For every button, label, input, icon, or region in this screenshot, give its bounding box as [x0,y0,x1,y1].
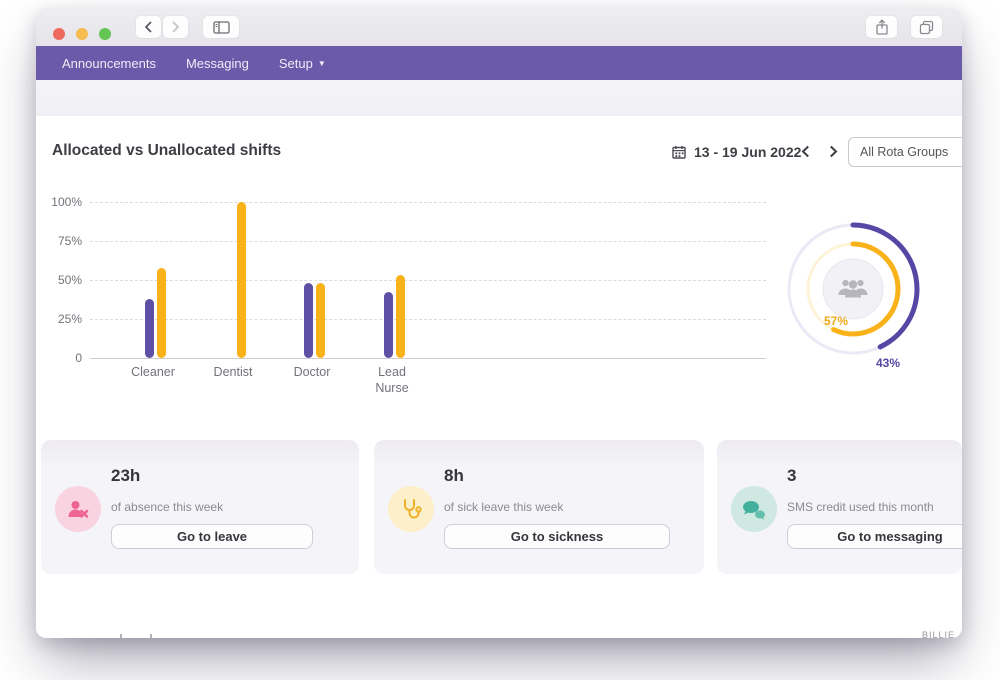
sms-value: 3 [787,466,797,485]
minimize-window-button[interactable] [76,28,88,40]
bar-purple-cleaner [145,298,154,358]
y-axis-tick-label: 25% [57,312,82,326]
bar-yellow-dentist [237,202,246,358]
subnav-strip [36,80,962,116]
rota-groups-select[interactable]: All Rota Groups [848,137,962,167]
rota-groups-value: All Rota Groups [860,145,949,159]
absence-label: of absence this week [111,500,224,514]
sms-card: 3 SMS credit used this month Go to messa… [717,440,962,574]
bar-purple-lead-nurse [384,292,393,358]
users-icon [838,279,868,298]
stethoscope-icon [388,486,434,532]
back-button[interactable] [136,16,161,38]
category-label: Doctor [293,365,331,379]
absence-card: 23h of absence this week Go to leave [41,440,359,574]
y-axis-tick-label: 50% [57,273,82,287]
page-title: Allocated vs Unallocated shifts [52,142,282,159]
allocation-donut-chart [786,222,920,356]
bar-yellow-cleaner [157,267,166,358]
sickness-value: 8h [444,466,464,485]
chevron-right-icon [172,21,180,33]
nav-item-messaging[interactable]: Messaging [186,56,249,71]
forward-button[interactable] [163,16,188,38]
gridline [90,202,766,203]
gridline [90,358,766,359]
donut-center-circle [822,258,884,320]
sickness-card: 8h of sick leave this week Go to sicknes… [374,440,704,574]
main-navbar: Announcements Messaging Setup ▼ [36,46,962,80]
donut-purple-label: 43% [875,356,901,370]
go-to-sickness-button[interactable]: Go to sickness [444,524,670,549]
bar-yellow-doctor [316,283,325,358]
y-axis-tick-label: 75% [57,234,82,248]
chevron-left-icon [801,145,809,157]
y-axis-tick-label: 100% [51,195,82,209]
y-axis-tick-label: 0 [75,351,82,365]
go-to-messaging-button[interactable]: Go to messaging [787,524,962,549]
clipped-footer-fragment [150,634,152,638]
next-week-button[interactable] [822,138,844,164]
gridline [90,319,766,320]
category-label: Cleaner [131,365,175,379]
calendar-icon [672,146,686,159]
share-button[interactable] [866,16,897,38]
category-label: Dentist [213,365,253,379]
chevron-right-icon [829,145,837,157]
chevron-left-icon [144,21,152,33]
donut-outer-arc [786,222,920,356]
tab-overview-button[interactable] [911,16,942,38]
bar-purple-doctor [304,283,313,358]
nav-item-label: Setup [278,55,313,71]
zoom-window-button[interactable] [99,28,111,40]
user-x-icon [55,486,101,532]
category-label: Lead Nurse [375,365,409,395]
close-window-button[interactable] [53,28,65,40]
date-range-picker[interactable]: 13 - 19 Jun 2022 [672,138,801,166]
chat-bubbles-icon [731,486,777,532]
clipped-footer-text: BILLIE [922,630,956,638]
previous-week-button[interactable] [794,138,816,164]
absence-value: 23h [111,466,141,485]
clipped-footer-fragment [120,634,122,638]
bar-yellow-lead-nurse [396,275,405,358]
app-window: Announcements Messaging Setup ▼ Allocate… [36,8,962,638]
chevron-down-icon: ▼ [317,58,326,68]
nav-item-label: Messaging [185,55,249,71]
nav-item-announcements[interactable]: Announcements [62,56,156,71]
donut-inner-arc [805,241,901,337]
copy-tabs-icon [919,20,934,34]
sidebar-toggle-button[interactable] [203,16,239,38]
sickness-label: of sick leave this week [444,500,564,514]
date-range-label: 13 - 19 Jun 2022 [694,144,802,160]
sidebar-icon [212,20,230,34]
nav-item-label: Announcements [62,55,156,71]
sms-label: SMS credit used this month [787,500,934,514]
browser-titlebar [36,8,962,47]
go-to-leave-button[interactable]: Go to leave [111,524,313,549]
nav-item-setup[interactable]: Setup ▼ [279,56,326,71]
gridline [90,280,766,281]
gridline [90,241,766,242]
share-icon [875,19,888,35]
donut-yellow-label: 57% [823,314,849,328]
